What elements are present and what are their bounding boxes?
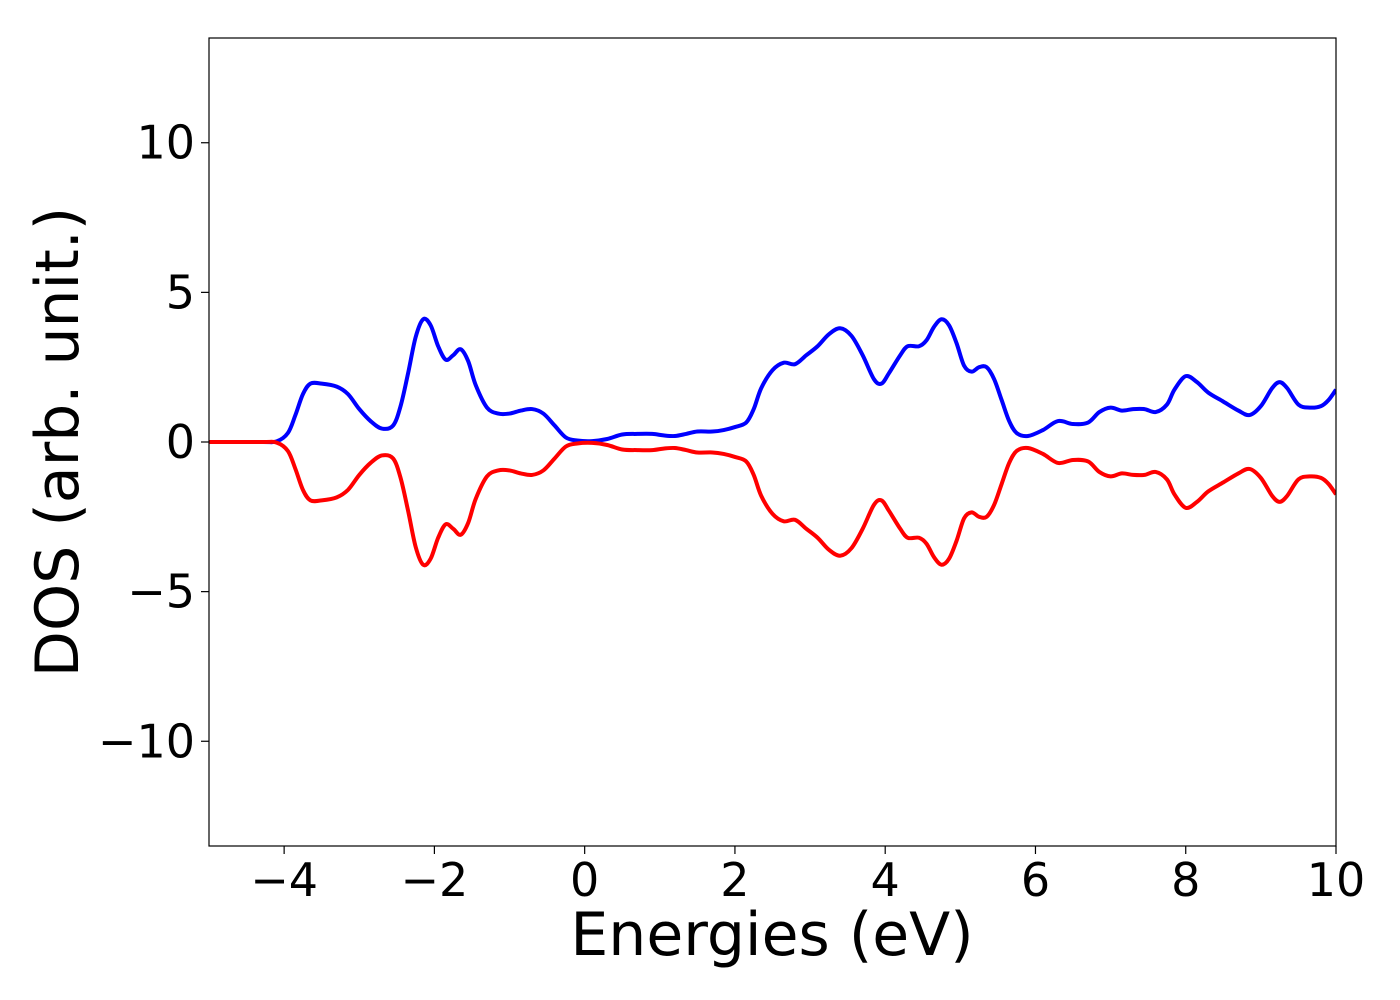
plot-series-group (209, 316, 1336, 568)
y-axis: −10 −5 0 5 10 (98, 116, 209, 768)
x-tick-label: −2 (400, 853, 468, 907)
x-tick-label: 8 (1171, 853, 1200, 907)
x-tick-label: 10 (1307, 853, 1366, 907)
series-line-spin-up (209, 316, 1336, 445)
x-axis: −4 −2 0 2 4 6 8 10 (250, 846, 1365, 907)
x-tick-label: 4 (871, 853, 900, 907)
series-line-spin-down (209, 439, 1336, 568)
y-tick-label: 10 (136, 116, 195, 170)
x-tick-label: 2 (720, 853, 749, 907)
y-tick-label: −5 (127, 565, 195, 619)
x-tick-label: 0 (570, 853, 599, 907)
x-tick-label: −4 (250, 853, 318, 907)
x-tick-label: 6 (1021, 853, 1050, 907)
y-axis-title: DOS (arb. unit.) (23, 207, 93, 677)
plot-frame (208, 37, 1337, 847)
y-tick-label: 0 (166, 415, 195, 469)
y-tick-label: −10 (98, 714, 195, 768)
x-axis-title: Energies (eV) (570, 900, 973, 970)
y-tick-label: 5 (166, 265, 195, 319)
